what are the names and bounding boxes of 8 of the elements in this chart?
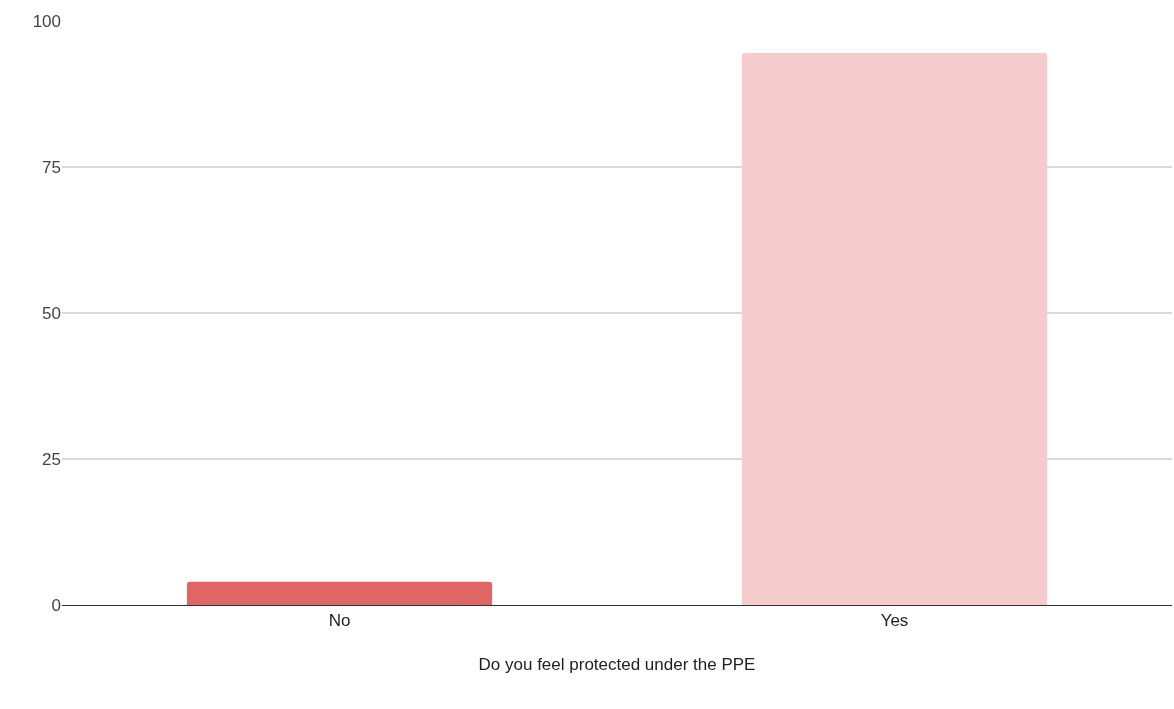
y-tick-label: 100 — [32, 11, 61, 31]
y-tick-label: 75 — [42, 157, 61, 177]
x-tick-label: Yes — [880, 611, 909, 631]
x-tick-label: No — [328, 611, 351, 631]
x-axis-title: Do you feel protected under the PPE — [478, 654, 756, 674]
y-tick-label: 25 — [42, 449, 61, 469]
y-tick-label: 0 — [51, 595, 61, 615]
y-tick-label: 50 — [42, 303, 61, 323]
